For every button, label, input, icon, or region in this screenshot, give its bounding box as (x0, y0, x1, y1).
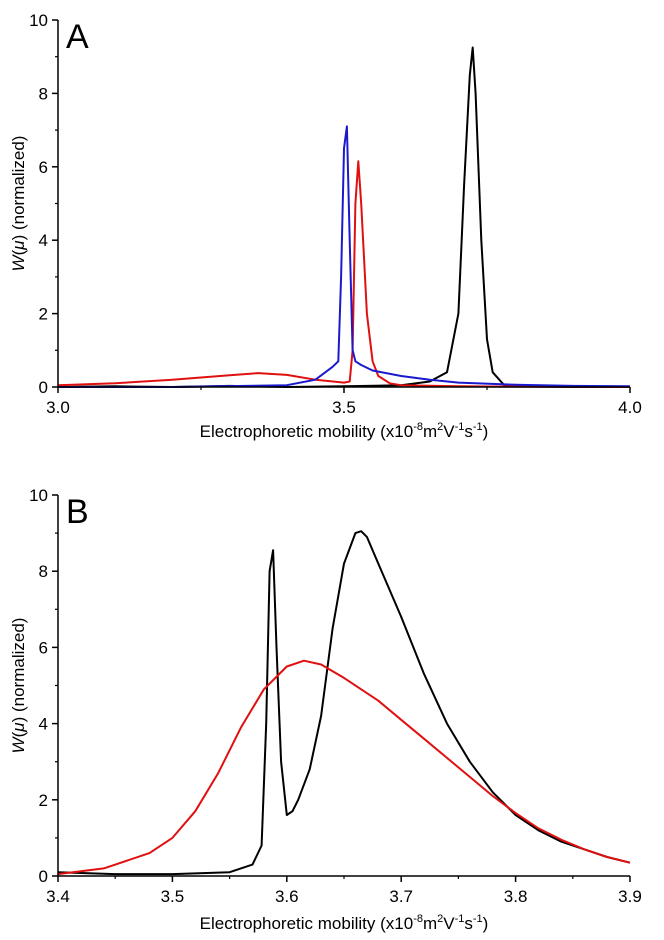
y-axis-title: W(μ) (normalized) (9, 136, 28, 272)
x-tick-label: 3.4 (46, 887, 70, 906)
y-axis-title: W(μ) (normalized) (9, 618, 28, 754)
x-tick-label: 3.7 (389, 887, 413, 906)
x-tick-label: 3.5 (332, 398, 356, 417)
panel-a: 3.0 3.5 4.0 0 2 4 6 8 10 A Electrophoretic mobilit… (9, 11, 642, 441)
y-tick-label: 8 (39, 562, 48, 581)
panel-b: 3.4 3.5 3.6 3.7 3.8 3.9 0 2 4 6 8 10 B Electrophoreti… (9, 486, 642, 933)
y-tick-label: 6 (39, 158, 48, 177)
y-tick-label: 2 (39, 305, 48, 324)
panel-label: A (66, 18, 89, 56)
x-tick-label: 3.5 (161, 887, 185, 906)
series-line-2 (57, 160, 631, 388)
y-tick-label: 2 (39, 791, 48, 810)
series-line-3 (58, 125, 631, 388)
y-tick-label: 4 (39, 715, 48, 734)
panel-label: B (66, 493, 89, 531)
x-tick-label: 3.0 (46, 398, 70, 417)
y-tick-label: 0 (39, 378, 48, 397)
series-line-1 (57, 46, 630, 388)
y-tick-label: 6 (39, 638, 48, 657)
y-tick-label: 0 (39, 867, 48, 886)
y-tick-label: 10 (29, 11, 48, 30)
y-tick-label: 4 (39, 231, 48, 250)
x-axis-title: Electrophoretic mobility (x10-8m2V-1s-1) (200, 421, 489, 441)
x-axis-title: Electrophoretic mobility (x10-8m2V-1s-1) (200, 913, 489, 933)
x-tick-label: 3.6 (275, 887, 299, 906)
y-tick-label: 8 (39, 84, 48, 103)
x-tick-label: 4.0 (618, 398, 642, 417)
series-line-2 (57, 659, 631, 876)
x-tick-label: 3.8 (504, 887, 528, 906)
y-tick-label: 10 (29, 486, 48, 505)
x-tick-label: 3.9 (618, 887, 642, 906)
series-line-1 (57, 530, 631, 876)
